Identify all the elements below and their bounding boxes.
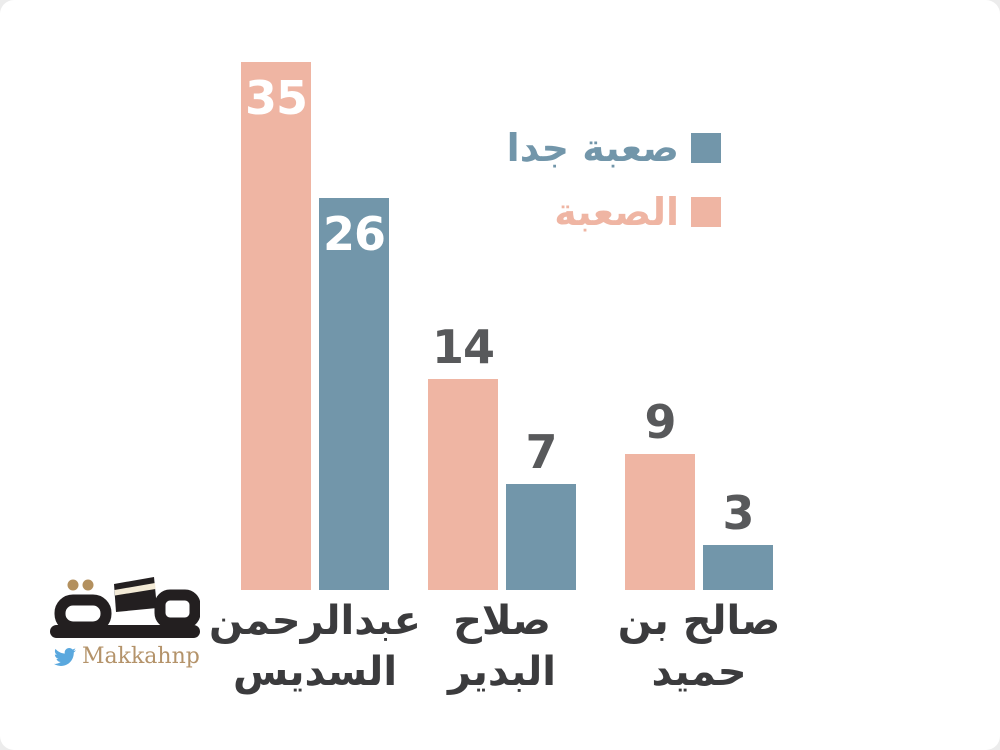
category-label: صالح بن حميد [617, 598, 781, 695]
twitter-handle: Makkahnp [82, 644, 200, 669]
legend-label-very-difficult: صعبة جدا [506, 126, 679, 170]
logo-letter-ring [154, 589, 200, 629]
bar-value-label: 7 [525, 425, 557, 479]
bar-value-label: 14 [431, 320, 495, 374]
legend-item-very-difficult: صعبة جدا [507, 126, 721, 170]
bar-difficult [241, 62, 311, 590]
bar-value-label: 9 [644, 395, 676, 449]
bar-very-difficult [703, 545, 773, 590]
twitter-bird-icon [54, 647, 76, 666]
logo-dot [82, 579, 94, 591]
legend-label-difficult: الصعبة [554, 190, 679, 234]
makkah-branding: Makkahnp [50, 576, 220, 669]
legend-swatch-difficult [691, 197, 721, 227]
legend-swatch-very-difficult [691, 133, 721, 163]
twitter-handle-row: Makkahnp [54, 644, 220, 669]
kaaba-band [114, 583, 156, 596]
logo-letter-ring [54, 594, 112, 633]
bar-difficult [428, 379, 498, 590]
legend-item-difficult: الصعبة [554, 190, 721, 234]
bar-difficult [625, 454, 695, 590]
bar-very-difficult [506, 484, 576, 590]
logo-dot [67, 579, 79, 591]
bar-value-label: 26 [322, 207, 386, 261]
logo-baseline [50, 625, 200, 638]
bar-very-difficult [319, 198, 389, 590]
makkah-logo [50, 577, 200, 638]
bar-value-label: 3 [722, 486, 754, 540]
bar-value-label: 35 [244, 71, 308, 125]
category-label: صلاح البدير [447, 598, 557, 695]
category-label: عبدالرحمن السديس [208, 598, 421, 695]
